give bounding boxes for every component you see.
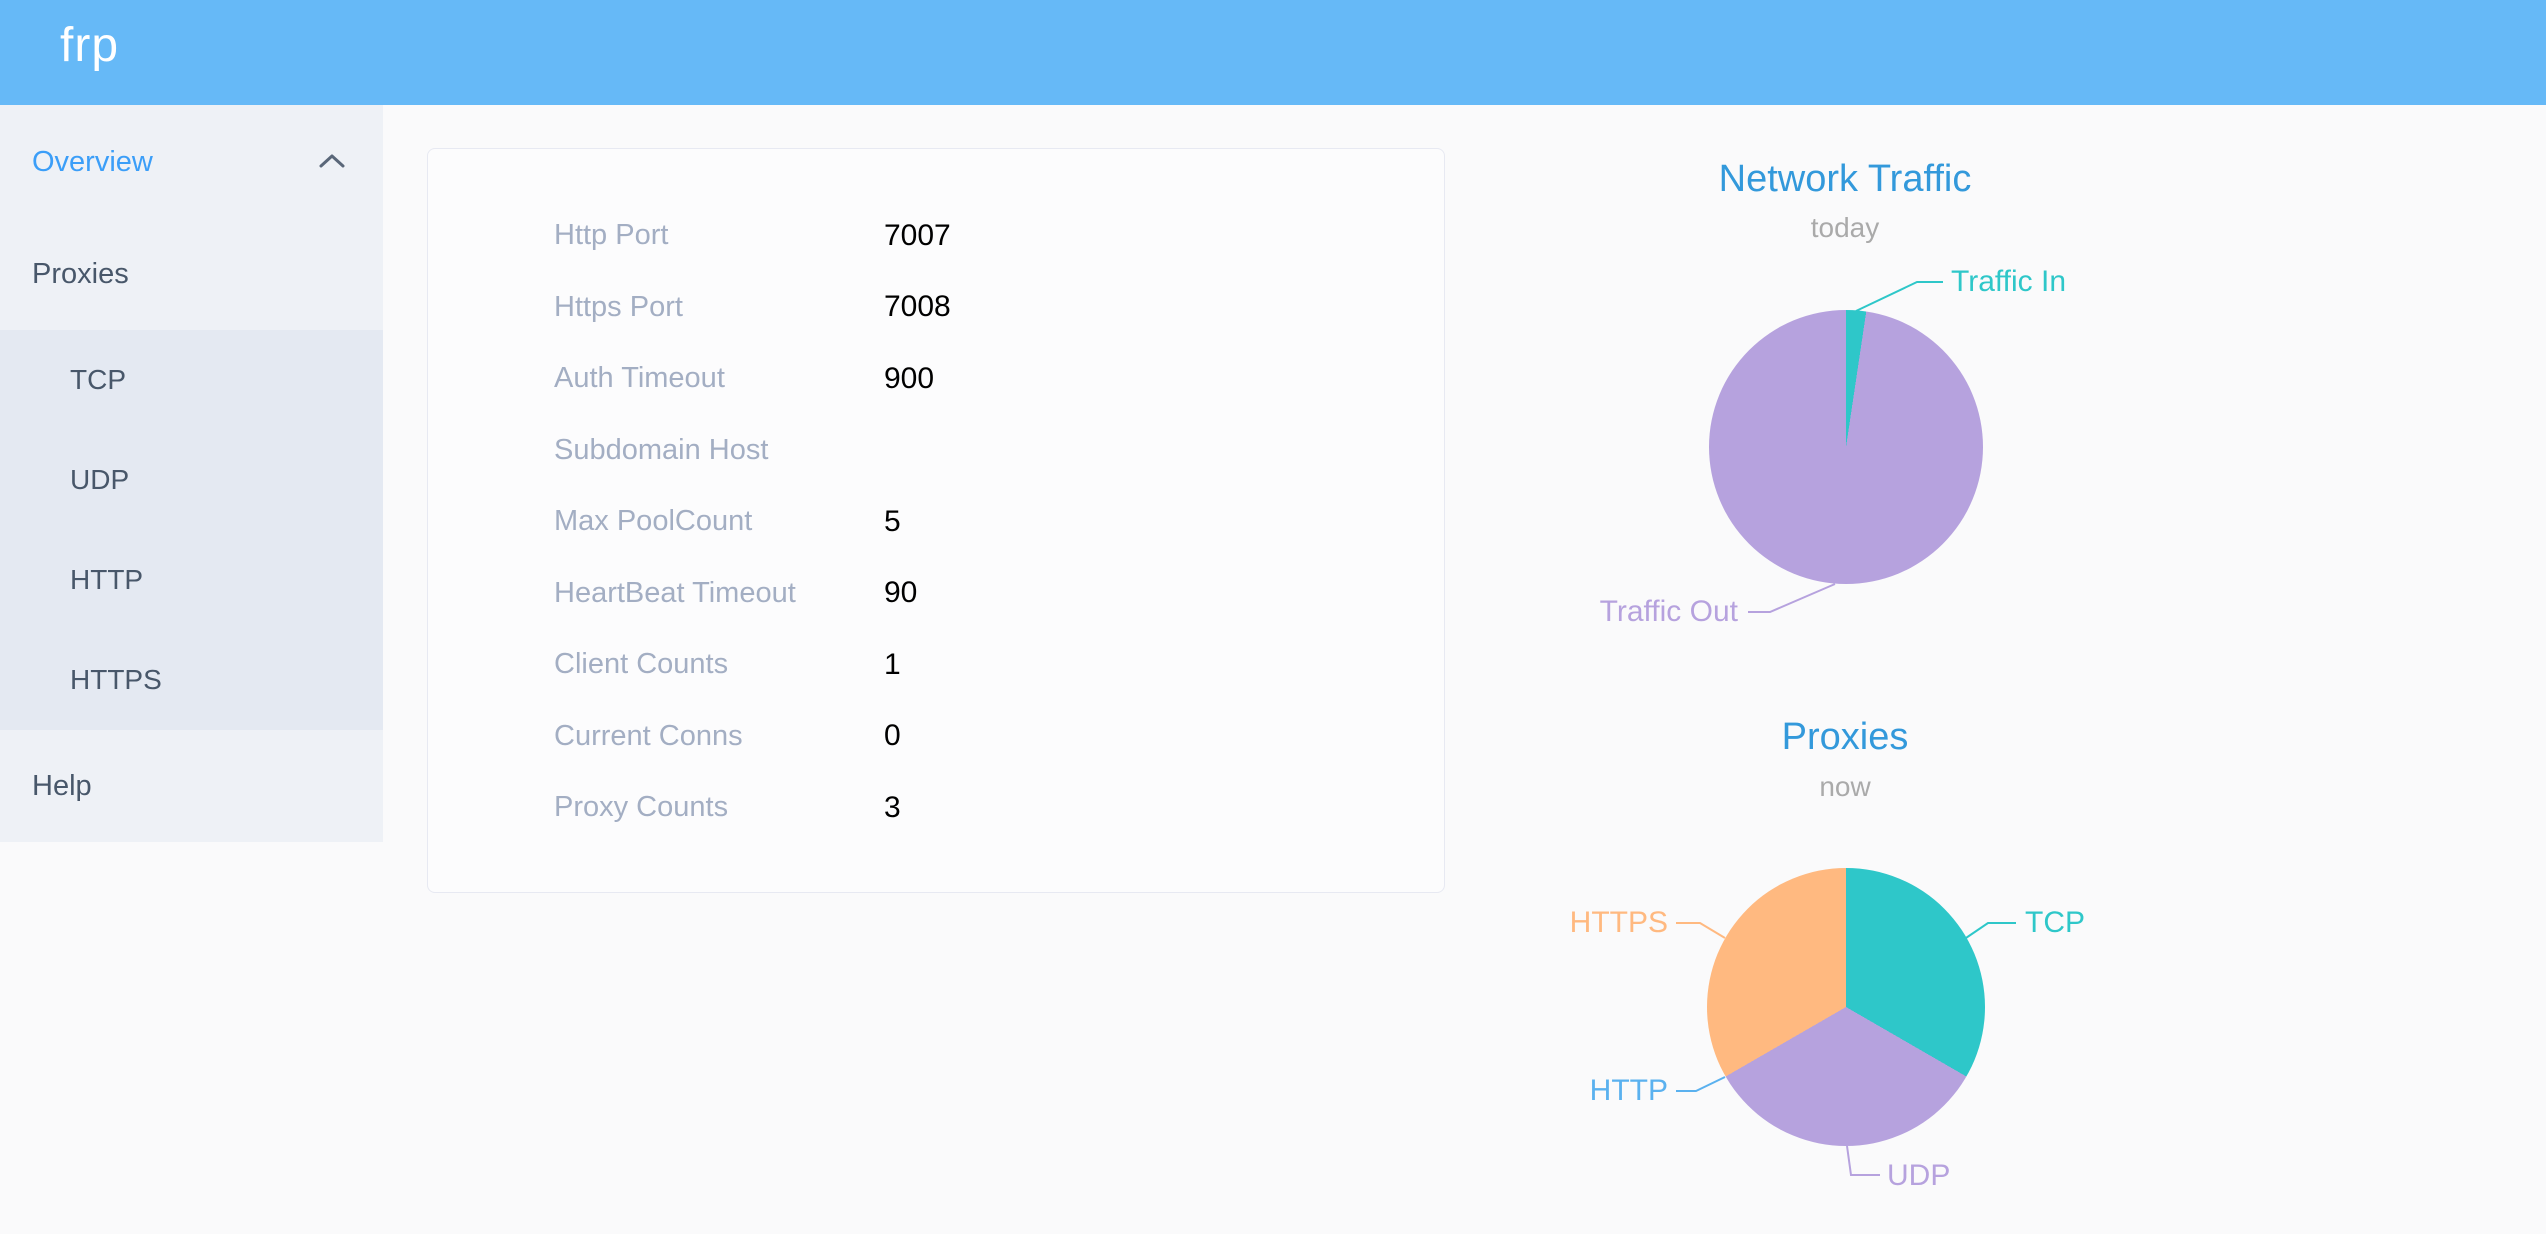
pie-label-traffic-in: Traffic In (1951, 265, 2067, 298)
pie-label-traffic-out: Traffic Out (1599, 595, 1738, 628)
chart-title: Network Traffic (1718, 158, 1972, 200)
info-label: HeartBeat Timeout (554, 576, 796, 609)
sidebar-submenu-proxies: TCP UDP HTTP HTTPS (0, 330, 383, 730)
sidebar-item-tcp[interactable]: TCP (0, 330, 383, 430)
pie-label-https: HTTPS (1569, 906, 1668, 939)
info-value: 7007 (884, 218, 951, 252)
info-label: Proxy Counts (554, 791, 729, 824)
chart-subtitle: now (1819, 771, 1871, 802)
info-row-auth-timeout: Auth Timeout 900 (428, 343, 1444, 415)
chart-title: Proxies (1781, 716, 1909, 758)
sidebar-item-label: Proxies (32, 257, 129, 290)
info-label: Max PoolCount (554, 505, 753, 538)
sidebar-item-help[interactable]: Help (0, 730, 383, 842)
info-value: 3 (884, 790, 901, 824)
info-row-https-port: Https Port 7008 (428, 272, 1444, 344)
info-label: Auth Timeout (554, 362, 725, 395)
chevron-up-icon (319, 154, 345, 168)
pie-label-http: HTTP (1589, 1074, 1668, 1107)
info-label: Https Port (554, 290, 683, 323)
info-value: 5 (884, 504, 901, 538)
chart-subtitle: today (1810, 212, 1880, 243)
info-value: 0 (884, 719, 901, 753)
info-value: 1 (884, 647, 901, 681)
app-header: frp (0, 0, 2546, 105)
network-traffic-pie[interactable] (1709, 310, 1983, 584)
server-info-card: Http Port 7007 Https Port 7008 Auth Time… (427, 148, 1445, 893)
info-row-max-poolcount: Max PoolCount 5 (428, 486, 1444, 558)
info-value: 7008 (884, 290, 951, 324)
info-row-proxy-counts: Proxy Counts 3 (428, 772, 1444, 844)
info-label: Client Counts (554, 648, 729, 681)
pie-label-tcp: TCP (2025, 906, 2085, 939)
info-row-heartbeat-timeout: HeartBeat Timeout 90 (428, 558, 1444, 630)
info-value: 900 (884, 361, 935, 395)
info-label: Http Port (554, 219, 669, 252)
info-row-current-conns: Current Conns 0 (428, 701, 1444, 773)
sidebar-item-http[interactable]: HTTP (0, 530, 383, 630)
sidebar-item-label: HTTPS (70, 664, 162, 695)
sidebar-item-label: Help (32, 769, 92, 802)
sidebar-item-label: Overview (32, 145, 153, 178)
sidebar-item-proxies[interactable]: Proxies (0, 218, 383, 330)
info-row-client-counts: Client Counts 1 (428, 629, 1444, 701)
sidebar-item-label: TCP (70, 364, 126, 395)
sidebar-item-label: UDP (70, 464, 130, 495)
sidebar-nav: Overview Proxies TCP UDP HTTP HTTPS Help (0, 105, 383, 842)
pie-label-udp: UDP (1887, 1159, 1951, 1192)
proxies-pie[interactable] (1707, 868, 1985, 1146)
info-value: 90 (884, 576, 918, 610)
sidebar-item-overview[interactable]: Overview (0, 106, 383, 218)
network-traffic-chart: Network Traffic today Traffic In Traffic… (1545, 120, 2145, 680)
sidebar-item-https[interactable]: HTTPS (0, 630, 383, 730)
info-label: Subdomain Host (554, 433, 769, 466)
info-row-http-port: Http Port 7007 (428, 200, 1444, 272)
info-label: Current Conns (554, 719, 743, 752)
info-row-subdomain-host: Subdomain Host (428, 415, 1444, 487)
proxies-chart: Proxies now TCP HTTPS HTTP UDP (1545, 680, 2145, 1234)
sidebar-item-udp[interactable]: UDP (0, 430, 383, 530)
sidebar-item-label: HTTP (70, 564, 144, 595)
app-logo: frp (60, 19, 120, 72)
